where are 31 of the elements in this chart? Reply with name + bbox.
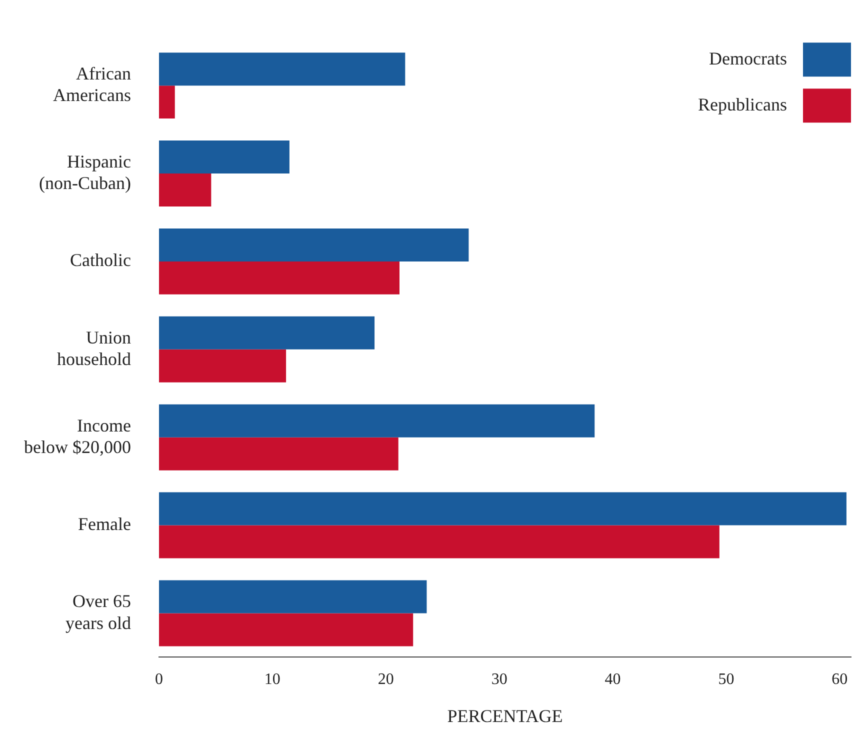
bar (158, 580, 427, 614)
y-tick-label: Catholic (70, 250, 131, 270)
bar (158, 437, 398, 470)
bar (158, 404, 595, 438)
bar (158, 613, 414, 646)
x-tick-label: 30 (491, 671, 508, 688)
bar (158, 316, 375, 350)
bar (158, 261, 400, 294)
x-tick-label: 50 (718, 671, 734, 688)
bar (158, 86, 175, 119)
y-tick-label: Union household (56, 327, 131, 369)
bar (158, 349, 286, 382)
bar (158, 228, 469, 262)
y-tick-label: Hispanic (non-Cuban) (39, 151, 131, 194)
legend-label: Republicans (698, 94, 787, 114)
x-tick-label: 60 (832, 671, 848, 688)
x-tick-label: 0 (154, 671, 163, 688)
bar (158, 525, 720, 558)
x-tick-label: 20 (378, 671, 394, 688)
x-tick-label: 10 (264, 671, 280, 688)
x-axis-title: PERCENTAGE (447, 706, 563, 726)
legend-label: Democrats (709, 48, 787, 68)
bar (158, 52, 406, 86)
x-tick-label: 40 (604, 671, 621, 688)
y-tick-label: Over 65 years old (66, 591, 131, 633)
y-tick-label: Income below $20,000 (24, 415, 131, 457)
y-tick-label: African Americans (53, 64, 131, 106)
bar (158, 140, 290, 174)
y-tick-label: Female (78, 514, 131, 534)
bar (158, 492, 846, 526)
bar (158, 174, 212, 206)
